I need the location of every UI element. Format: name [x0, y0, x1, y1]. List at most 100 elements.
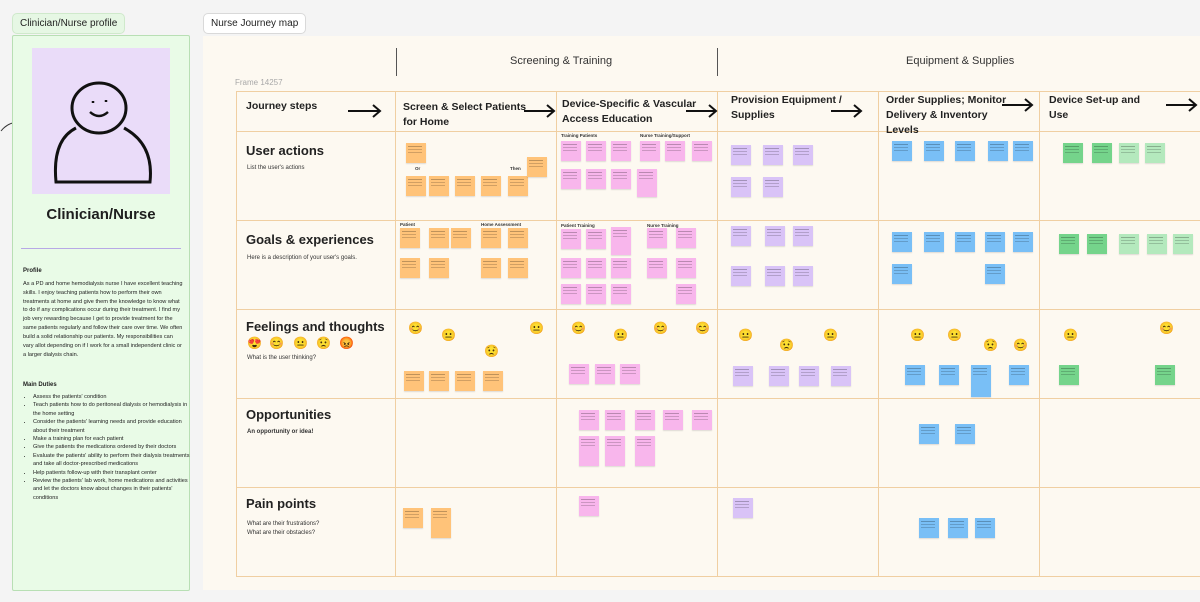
- sticky-note[interactable]: [765, 226, 785, 246]
- sticky-note[interactable]: [948, 518, 968, 538]
- sticky-note[interactable]: [640, 141, 660, 161]
- sticky-note[interactable]: [481, 258, 501, 278]
- sticky-note[interactable]: [924, 232, 944, 252]
- sticky-note[interactable]: [665, 141, 685, 161]
- sticky-note[interactable]: [561, 229, 581, 249]
- sticky-note[interactable]: [483, 371, 503, 391]
- persona-tag[interactable]: Clinician/Nurse profile: [12, 13, 126, 34]
- sticky-note[interactable]: [1087, 234, 1107, 254]
- sticky-note[interactable]: [1013, 232, 1033, 252]
- sticky-note[interactable]: [455, 371, 475, 391]
- sticky-note[interactable]: [988, 141, 1008, 161]
- sticky-note[interactable]: [1119, 234, 1139, 254]
- sticky-note[interactable]: [508, 228, 528, 248]
- sticky-note[interactable]: [692, 141, 712, 161]
- sticky-note[interactable]: [635, 436, 655, 466]
- sticky-note[interactable]: [955, 141, 975, 161]
- sticky-note[interactable]: [431, 508, 451, 538]
- sticky-note[interactable]: [429, 228, 449, 248]
- sticky-note[interactable]: [455, 176, 475, 196]
- sticky-note[interactable]: [831, 366, 851, 386]
- sticky-note[interactable]: [561, 258, 581, 278]
- sticky-note[interactable]: [765, 266, 785, 286]
- sticky-note[interactable]: [1173, 234, 1193, 254]
- sticky-note[interactable]: [971, 365, 991, 397]
- sticky-note[interactable]: [676, 284, 696, 304]
- sticky-note[interactable]: [733, 498, 753, 518]
- sticky-note[interactable]: [403, 508, 423, 528]
- sticky-note[interactable]: [404, 371, 424, 391]
- sticky-note[interactable]: [605, 410, 625, 430]
- sticky-note[interactable]: [1147, 234, 1167, 254]
- sticky-note[interactable]: [429, 371, 449, 391]
- sticky-note[interactable]: [763, 177, 783, 197]
- sticky-note[interactable]: [586, 258, 606, 278]
- sticky-note[interactable]: [892, 141, 912, 161]
- sticky-note[interactable]: [561, 169, 581, 189]
- sticky-note[interactable]: [595, 364, 615, 384]
- sticky-note[interactable]: [508, 176, 528, 196]
- sticky-note[interactable]: [406, 143, 426, 163]
- sticky-note[interactable]: [586, 229, 606, 249]
- sticky-note[interactable]: [924, 141, 944, 161]
- sticky-note[interactable]: [1119, 143, 1139, 163]
- sticky-note[interactable]: [905, 365, 925, 385]
- sticky-note[interactable]: [508, 258, 528, 278]
- sticky-note[interactable]: [799, 366, 819, 386]
- sticky-note[interactable]: [561, 284, 581, 304]
- sticky-note[interactable]: [620, 364, 640, 384]
- sticky-note[interactable]: [731, 145, 751, 165]
- sticky-note[interactable]: [400, 228, 420, 248]
- sticky-note[interactable]: [586, 141, 606, 161]
- sticky-note[interactable]: [605, 436, 625, 466]
- sticky-note[interactable]: [579, 436, 599, 466]
- sticky-note[interactable]: [793, 226, 813, 246]
- sticky-note[interactable]: [611, 169, 631, 189]
- sticky-note[interactable]: [647, 258, 667, 278]
- sticky-note[interactable]: [733, 366, 753, 386]
- sticky-note[interactable]: [1013, 141, 1033, 161]
- sticky-note[interactable]: [892, 232, 912, 252]
- sticky-note[interactable]: [569, 364, 589, 384]
- sticky-note[interactable]: [763, 145, 783, 165]
- sticky-note[interactable]: [919, 518, 939, 538]
- sticky-note[interactable]: [611, 284, 631, 304]
- sticky-note[interactable]: [406, 176, 426, 196]
- sticky-note[interactable]: [481, 228, 501, 248]
- sticky-note[interactable]: [481, 176, 501, 196]
- sticky-note[interactable]: [793, 145, 813, 165]
- sticky-note[interactable]: [663, 410, 683, 430]
- sticky-note[interactable]: [527, 157, 547, 177]
- sticky-note[interactable]: [731, 266, 751, 286]
- sticky-note[interactable]: [611, 141, 631, 161]
- sticky-note[interactable]: [1145, 143, 1165, 163]
- journey-map-board[interactable]: Screening & Training Equipment & Supplie…: [203, 36, 1200, 590]
- sticky-note[interactable]: [635, 410, 655, 430]
- sticky-note[interactable]: [579, 496, 599, 516]
- sticky-note[interactable]: [400, 258, 420, 278]
- sticky-note[interactable]: [955, 232, 975, 252]
- sticky-note[interactable]: [1009, 365, 1029, 385]
- sticky-note[interactable]: [985, 264, 1005, 284]
- sticky-note[interactable]: [561, 141, 581, 161]
- journey-map-tag[interactable]: Nurse Journey map: [203, 13, 307, 34]
- sticky-note[interactable]: [892, 264, 912, 284]
- sticky-note[interactable]: [1155, 365, 1175, 385]
- sticky-note[interactable]: [429, 258, 449, 278]
- sticky-note[interactable]: [1059, 365, 1079, 385]
- sticky-note[interactable]: [793, 266, 813, 286]
- sticky-note[interactable]: [611, 227, 631, 255]
- sticky-note[interactable]: [975, 518, 995, 538]
- sticky-note[interactable]: [692, 410, 712, 430]
- sticky-note[interactable]: [985, 232, 1005, 252]
- sticky-note[interactable]: [939, 365, 959, 385]
- sticky-note[interactable]: [586, 169, 606, 189]
- sticky-note[interactable]: [579, 410, 599, 430]
- sticky-note[interactable]: [955, 424, 975, 444]
- sticky-note[interactable]: [676, 258, 696, 278]
- sticky-note[interactable]: [1059, 234, 1079, 254]
- sticky-note[interactable]: [611, 258, 631, 278]
- sticky-note[interactable]: [676, 228, 696, 248]
- sticky-note[interactable]: [919, 424, 939, 444]
- sticky-note[interactable]: [731, 177, 751, 197]
